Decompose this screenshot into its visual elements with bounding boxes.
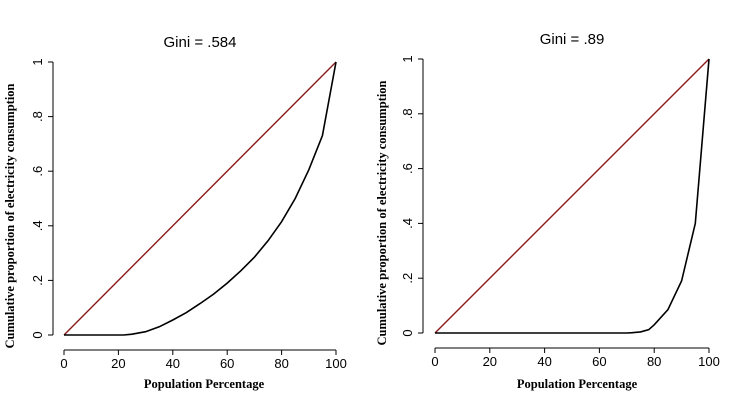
y-tick-label: 0: [30, 331, 45, 338]
y-tick-label: .4: [400, 218, 415, 229]
y-tick-label: .8: [30, 111, 45, 122]
y-tick-label: .4: [30, 220, 45, 231]
x-tick-label: 100: [698, 354, 720, 369]
y-axis-label: Cumulative proportion of electricity con…: [3, 83, 17, 348]
y-tick-label: 0: [400, 329, 415, 336]
y-tick-label: .2: [400, 273, 415, 284]
y-tick-label: .2: [30, 275, 45, 286]
y-tick-label: .8: [400, 108, 415, 119]
x-tick-label: 0: [60, 356, 67, 371]
chart-title: Gini = .89: [540, 31, 605, 48]
x-axis-label: Population Percentage: [517, 377, 638, 391]
chart-title: Gini = .584: [164, 34, 237, 51]
lorenz-chart-left: Gini = .584 Population Percentage Cumula…: [3, 34, 347, 391]
y-tick-label: .6: [400, 163, 415, 174]
x-axis-label: Population Percentage: [144, 377, 265, 391]
line-of-equality: [434, 58, 710, 334]
x-tick-label: 100: [325, 356, 347, 371]
x-tick-label: 20: [483, 354, 497, 369]
x-tick-label: 20: [111, 356, 125, 371]
x-tick-label: 40: [537, 354, 551, 369]
x-tick-label: 60: [220, 356, 234, 371]
y-tick-label: 1: [400, 55, 415, 62]
x-tick-label: 80: [647, 354, 661, 369]
y-tick-label: .6: [30, 166, 45, 177]
line-of-equality: [63, 61, 337, 336]
lorenz-chart-right: Gini = .89 Population Percentage Cumulat…: [375, 31, 720, 391]
y-tick-label: 1: [30, 58, 45, 65]
x-tick-label: 80: [274, 356, 288, 371]
lorenz-curve: [64, 61, 337, 336]
lorenz-curve: [435, 58, 710, 334]
x-tick-label: 60: [592, 354, 606, 369]
x-tick-label: 40: [166, 356, 180, 371]
y-axis-label: Cumulative proportion of electricity con…: [375, 80, 389, 345]
x-tick-label: 0: [431, 354, 438, 369]
